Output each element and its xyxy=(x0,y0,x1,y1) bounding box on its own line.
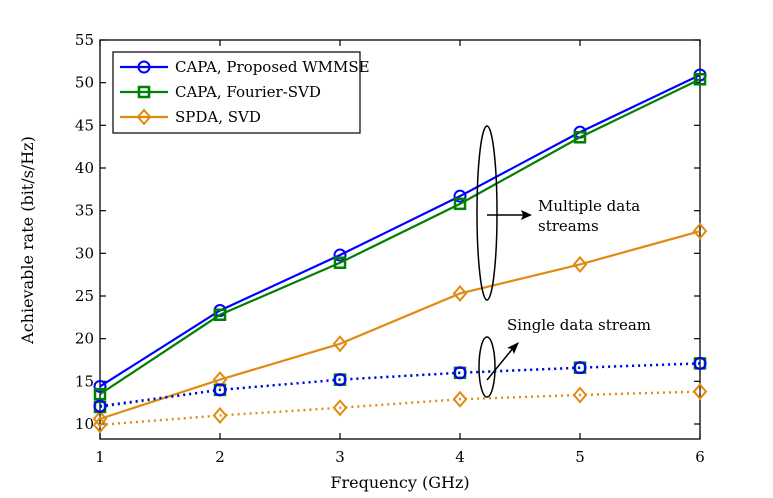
legend-entry: CAPA, Proposed WMMSE xyxy=(120,58,370,76)
data-point-diamond xyxy=(332,335,348,353)
data-point-diamond xyxy=(452,284,468,302)
x-tick-label: 6 xyxy=(695,448,705,466)
data-point-square xyxy=(333,256,347,269)
data-point-diamond xyxy=(572,386,588,404)
x-tick-label: 5 xyxy=(575,448,585,466)
y-tick-label: 45 xyxy=(75,116,94,134)
series-line xyxy=(99,362,701,408)
data-point-circle xyxy=(453,189,467,203)
x-tick-label: 1 xyxy=(95,448,105,466)
legend: CAPA, Proposed WMMSE CAPA, Fourier-SVD SPD… xyxy=(112,51,370,134)
legend-entry: CAPA, Fourier-SVD xyxy=(120,83,321,101)
data-point-circle xyxy=(453,366,467,380)
y-tick-label: 15 xyxy=(75,372,94,390)
series-single-diamond xyxy=(92,383,708,434)
single-stream-ellipse xyxy=(478,336,496,398)
legend-label: CAPA, Fourier-SVD xyxy=(175,83,321,101)
y-tick-label: 35 xyxy=(75,202,94,220)
legend-entry: SPDA, SVD xyxy=(120,108,261,126)
x-axis-label: Frequency (GHz) xyxy=(330,473,469,492)
x-tick-label: 2 xyxy=(215,448,225,466)
series-line xyxy=(99,362,701,409)
data-point-diamond xyxy=(92,416,108,434)
y-tick-label: 25 xyxy=(75,287,94,305)
multi-stream-label-line2: streams xyxy=(538,217,599,235)
legend-label: SPDA, SVD xyxy=(175,108,261,126)
data-point-circle xyxy=(693,356,707,370)
data-point-circle xyxy=(333,373,347,387)
y-tick-label: 10 xyxy=(75,415,94,433)
series-multiple-diamond xyxy=(92,222,708,428)
data-point-diamond xyxy=(92,410,108,428)
data-point-square xyxy=(213,308,227,322)
y-tick-label: 55 xyxy=(75,31,94,49)
data-point-square xyxy=(573,131,587,144)
data-point-circle xyxy=(93,379,107,393)
series-line xyxy=(99,78,701,396)
legend-marker-circle xyxy=(137,60,151,74)
data-point-diamond xyxy=(452,390,468,408)
legend-label: CAPA, Proposed WMMSE xyxy=(175,58,370,76)
single-stream-arrowhead xyxy=(507,342,519,354)
single-stream-arrow-line xyxy=(486,346,515,381)
legend-marker-square xyxy=(137,85,151,99)
series-line xyxy=(99,73,701,388)
multi-stream-label-line1: Multiple data xyxy=(538,197,640,215)
data-point-diamond xyxy=(572,255,588,273)
data-point-diamond xyxy=(212,371,228,389)
data-point-circle xyxy=(573,361,587,375)
x-tick-label: 4 xyxy=(455,448,465,466)
series-line xyxy=(99,230,701,420)
data-point-diamond xyxy=(692,222,708,240)
x-tick-label: 3 xyxy=(335,448,345,466)
annotations: Multiple data streams Single data stream xyxy=(476,125,651,398)
data-point-circle xyxy=(213,383,227,397)
legend-marker-diamond xyxy=(136,108,152,126)
single-stream-label: Single data stream xyxy=(507,316,651,334)
y-axis-label: Achievable rate (bit/s/Hz) xyxy=(18,136,37,345)
data-point-diamond xyxy=(212,406,228,425)
y-tick-label: 50 xyxy=(75,74,94,92)
data-point-diamond xyxy=(332,399,348,417)
series-multiple-square xyxy=(93,73,707,401)
y-tick-label: 20 xyxy=(75,330,94,348)
series-single-circle xyxy=(93,356,707,413)
y-tick-label: 40 xyxy=(75,159,94,177)
y-tick-label: 30 xyxy=(75,244,94,262)
data-point-square xyxy=(93,387,107,401)
multi-stream-arrowhead xyxy=(521,210,532,220)
series-layer xyxy=(92,68,708,434)
data-point-circle xyxy=(93,399,107,413)
data-point-square xyxy=(693,73,707,86)
multi-stream-ellipse xyxy=(476,125,498,301)
data-point-diamond xyxy=(692,383,708,401)
data-point-square xyxy=(453,197,467,211)
data-point-circle xyxy=(333,248,347,262)
series-line xyxy=(99,390,701,427)
